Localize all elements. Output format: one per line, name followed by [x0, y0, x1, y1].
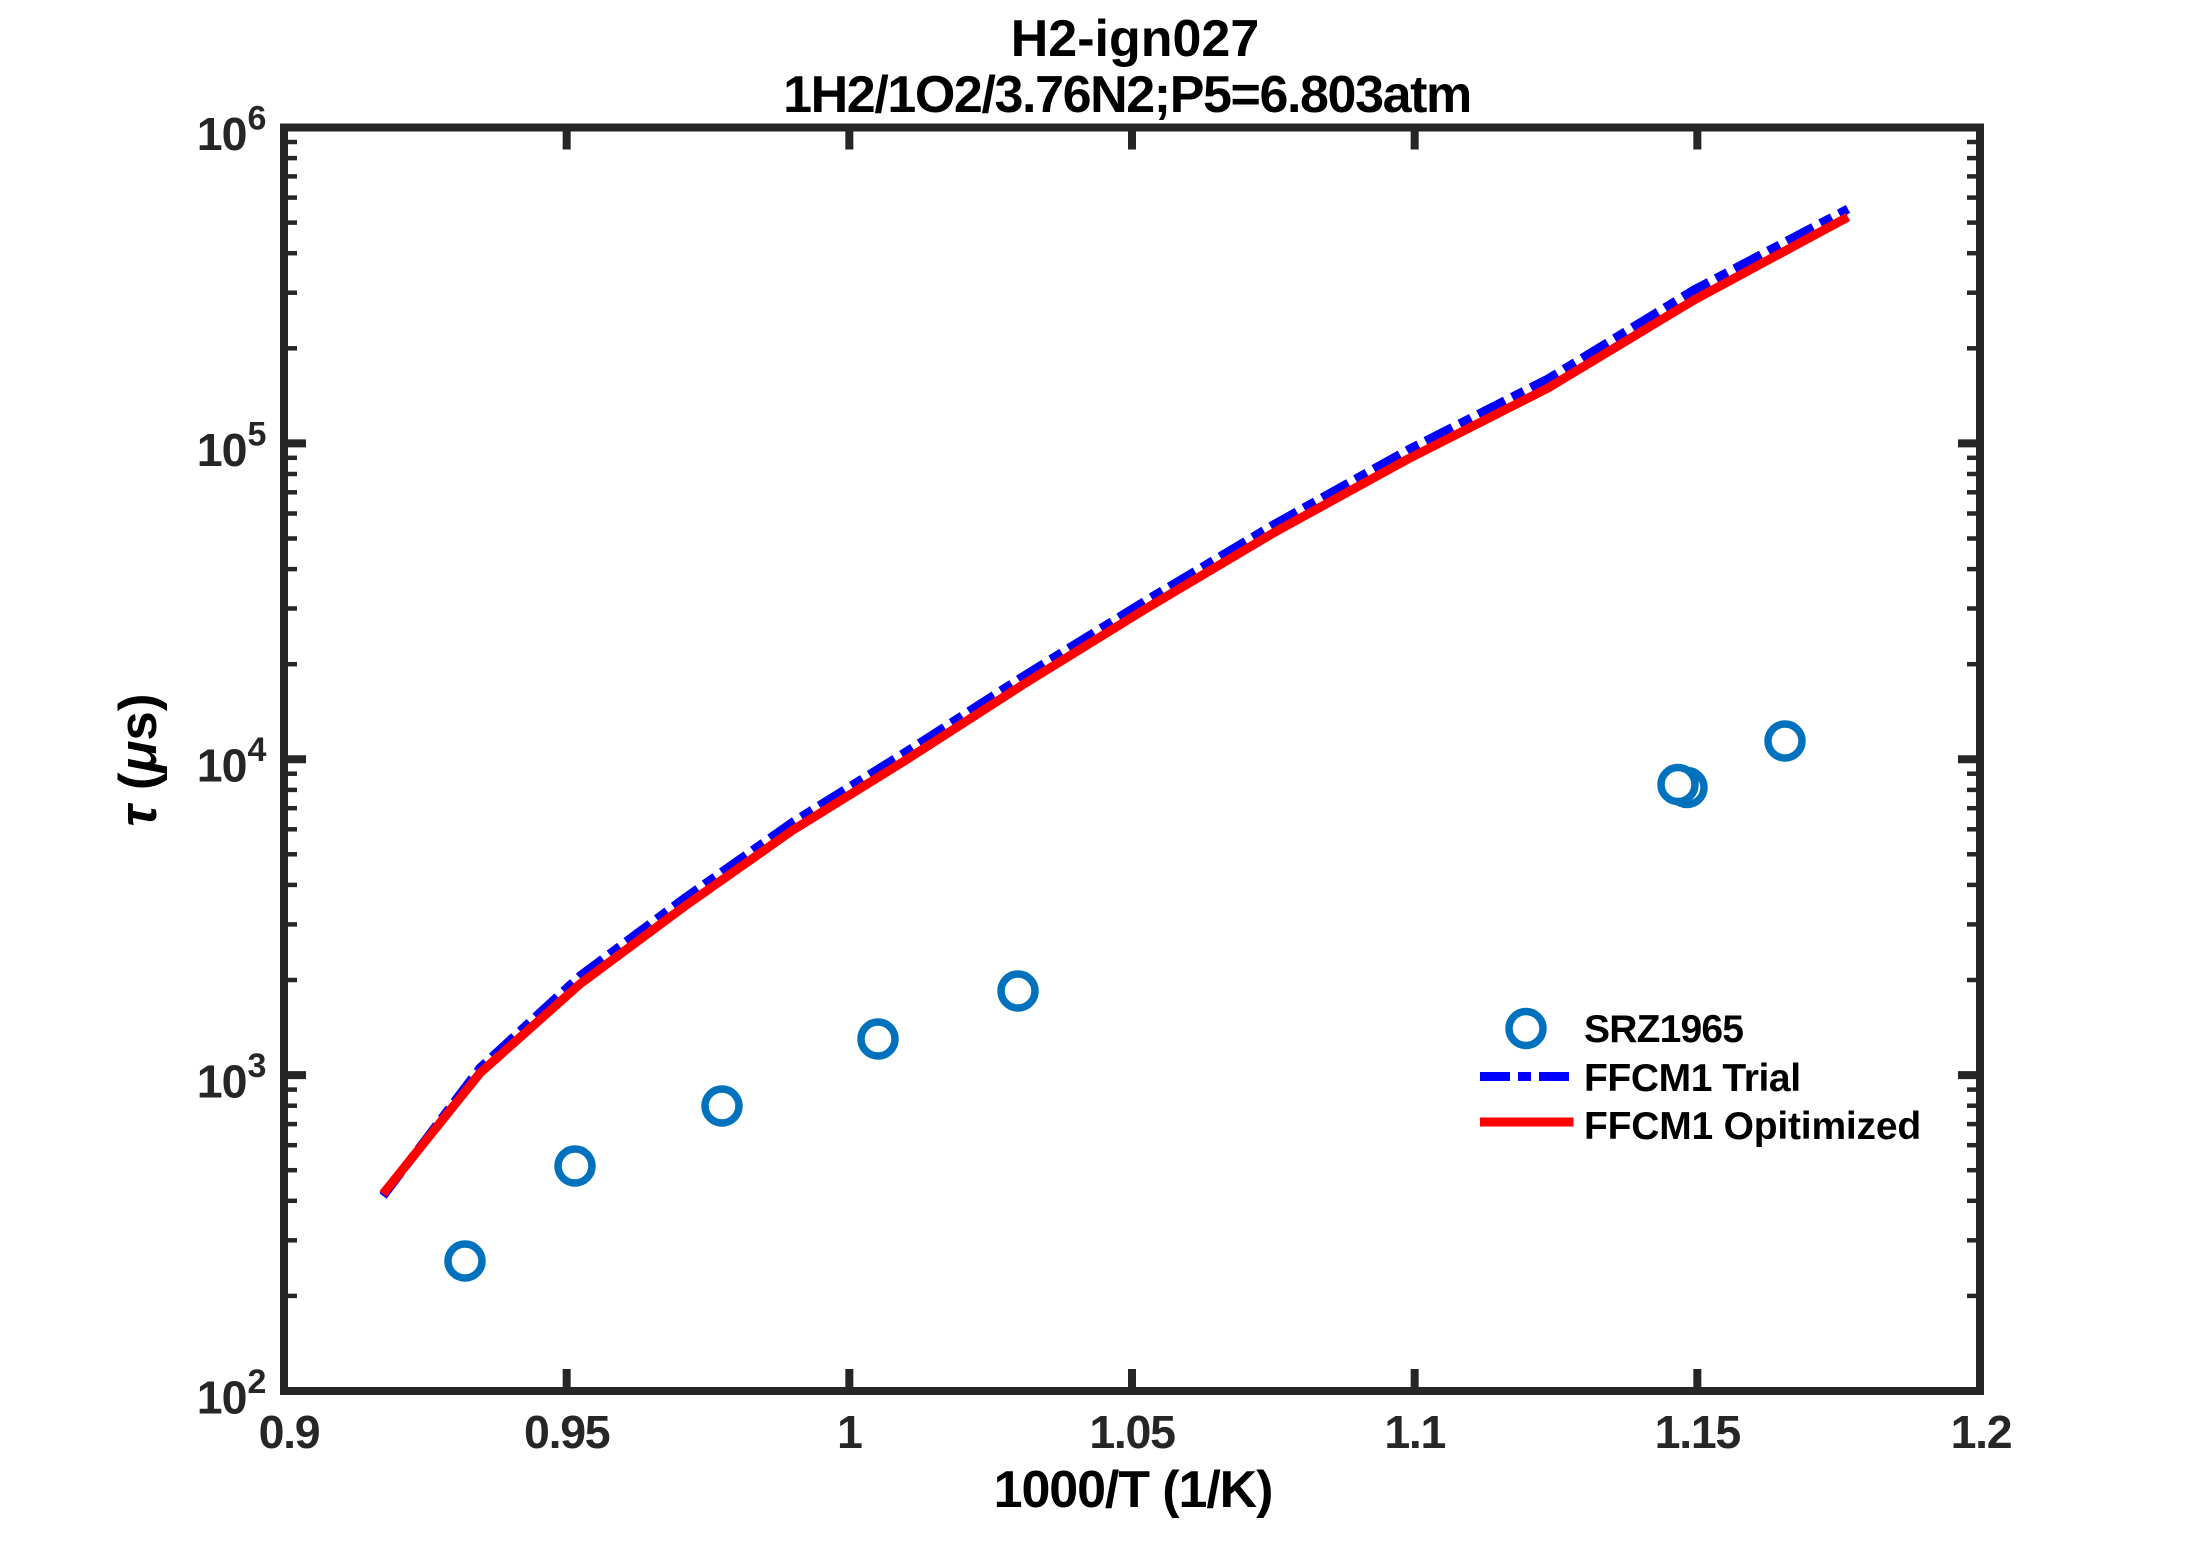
svg-text:H2-ign027: H2-ign027 — [1011, 10, 1260, 68]
svg-text:6: 6 — [248, 100, 267, 138]
svg-text:2: 2 — [248, 1363, 267, 1401]
svg-text:1.1: 1.1 — [1384, 1406, 1445, 1458]
svg-text:3: 3 — [248, 1047, 267, 1085]
svg-text:10: 10 — [197, 1371, 247, 1423]
svg-text:1H2/1O2/3.76N2;P5=6.803atm: 1H2/1O2/3.76N2;P5=6.803atm — [783, 66, 1471, 124]
svg-text:0.95: 0.95 — [524, 1406, 610, 1458]
svg-text:10: 10 — [197, 108, 247, 160]
svg-text:10: 10 — [197, 1056, 247, 1108]
svg-text:1.2: 1.2 — [1951, 1406, 2012, 1458]
svg-text:τ (μs): τ (μs) — [109, 693, 168, 826]
svg-text:FFCM1 Opitimized: FFCM1 Opitimized — [1584, 1105, 1921, 1148]
svg-text:1: 1 — [837, 1406, 862, 1458]
svg-text:FFCM1 Trial: FFCM1 Trial — [1584, 1057, 1801, 1100]
svg-text:1.05: 1.05 — [1089, 1406, 1175, 1458]
svg-text:4: 4 — [248, 731, 267, 769]
svg-text:1000/T (1/K): 1000/T (1/K) — [994, 1461, 1273, 1519]
svg-text:5: 5 — [248, 415, 267, 453]
svg-text:10: 10 — [197, 740, 247, 792]
svg-text:SRZ1965: SRZ1965 — [1584, 1008, 1743, 1051]
svg-text:1.15: 1.15 — [1655, 1406, 1741, 1458]
svg-text:0.9: 0.9 — [259, 1406, 320, 1458]
svg-text:10: 10 — [197, 424, 247, 476]
